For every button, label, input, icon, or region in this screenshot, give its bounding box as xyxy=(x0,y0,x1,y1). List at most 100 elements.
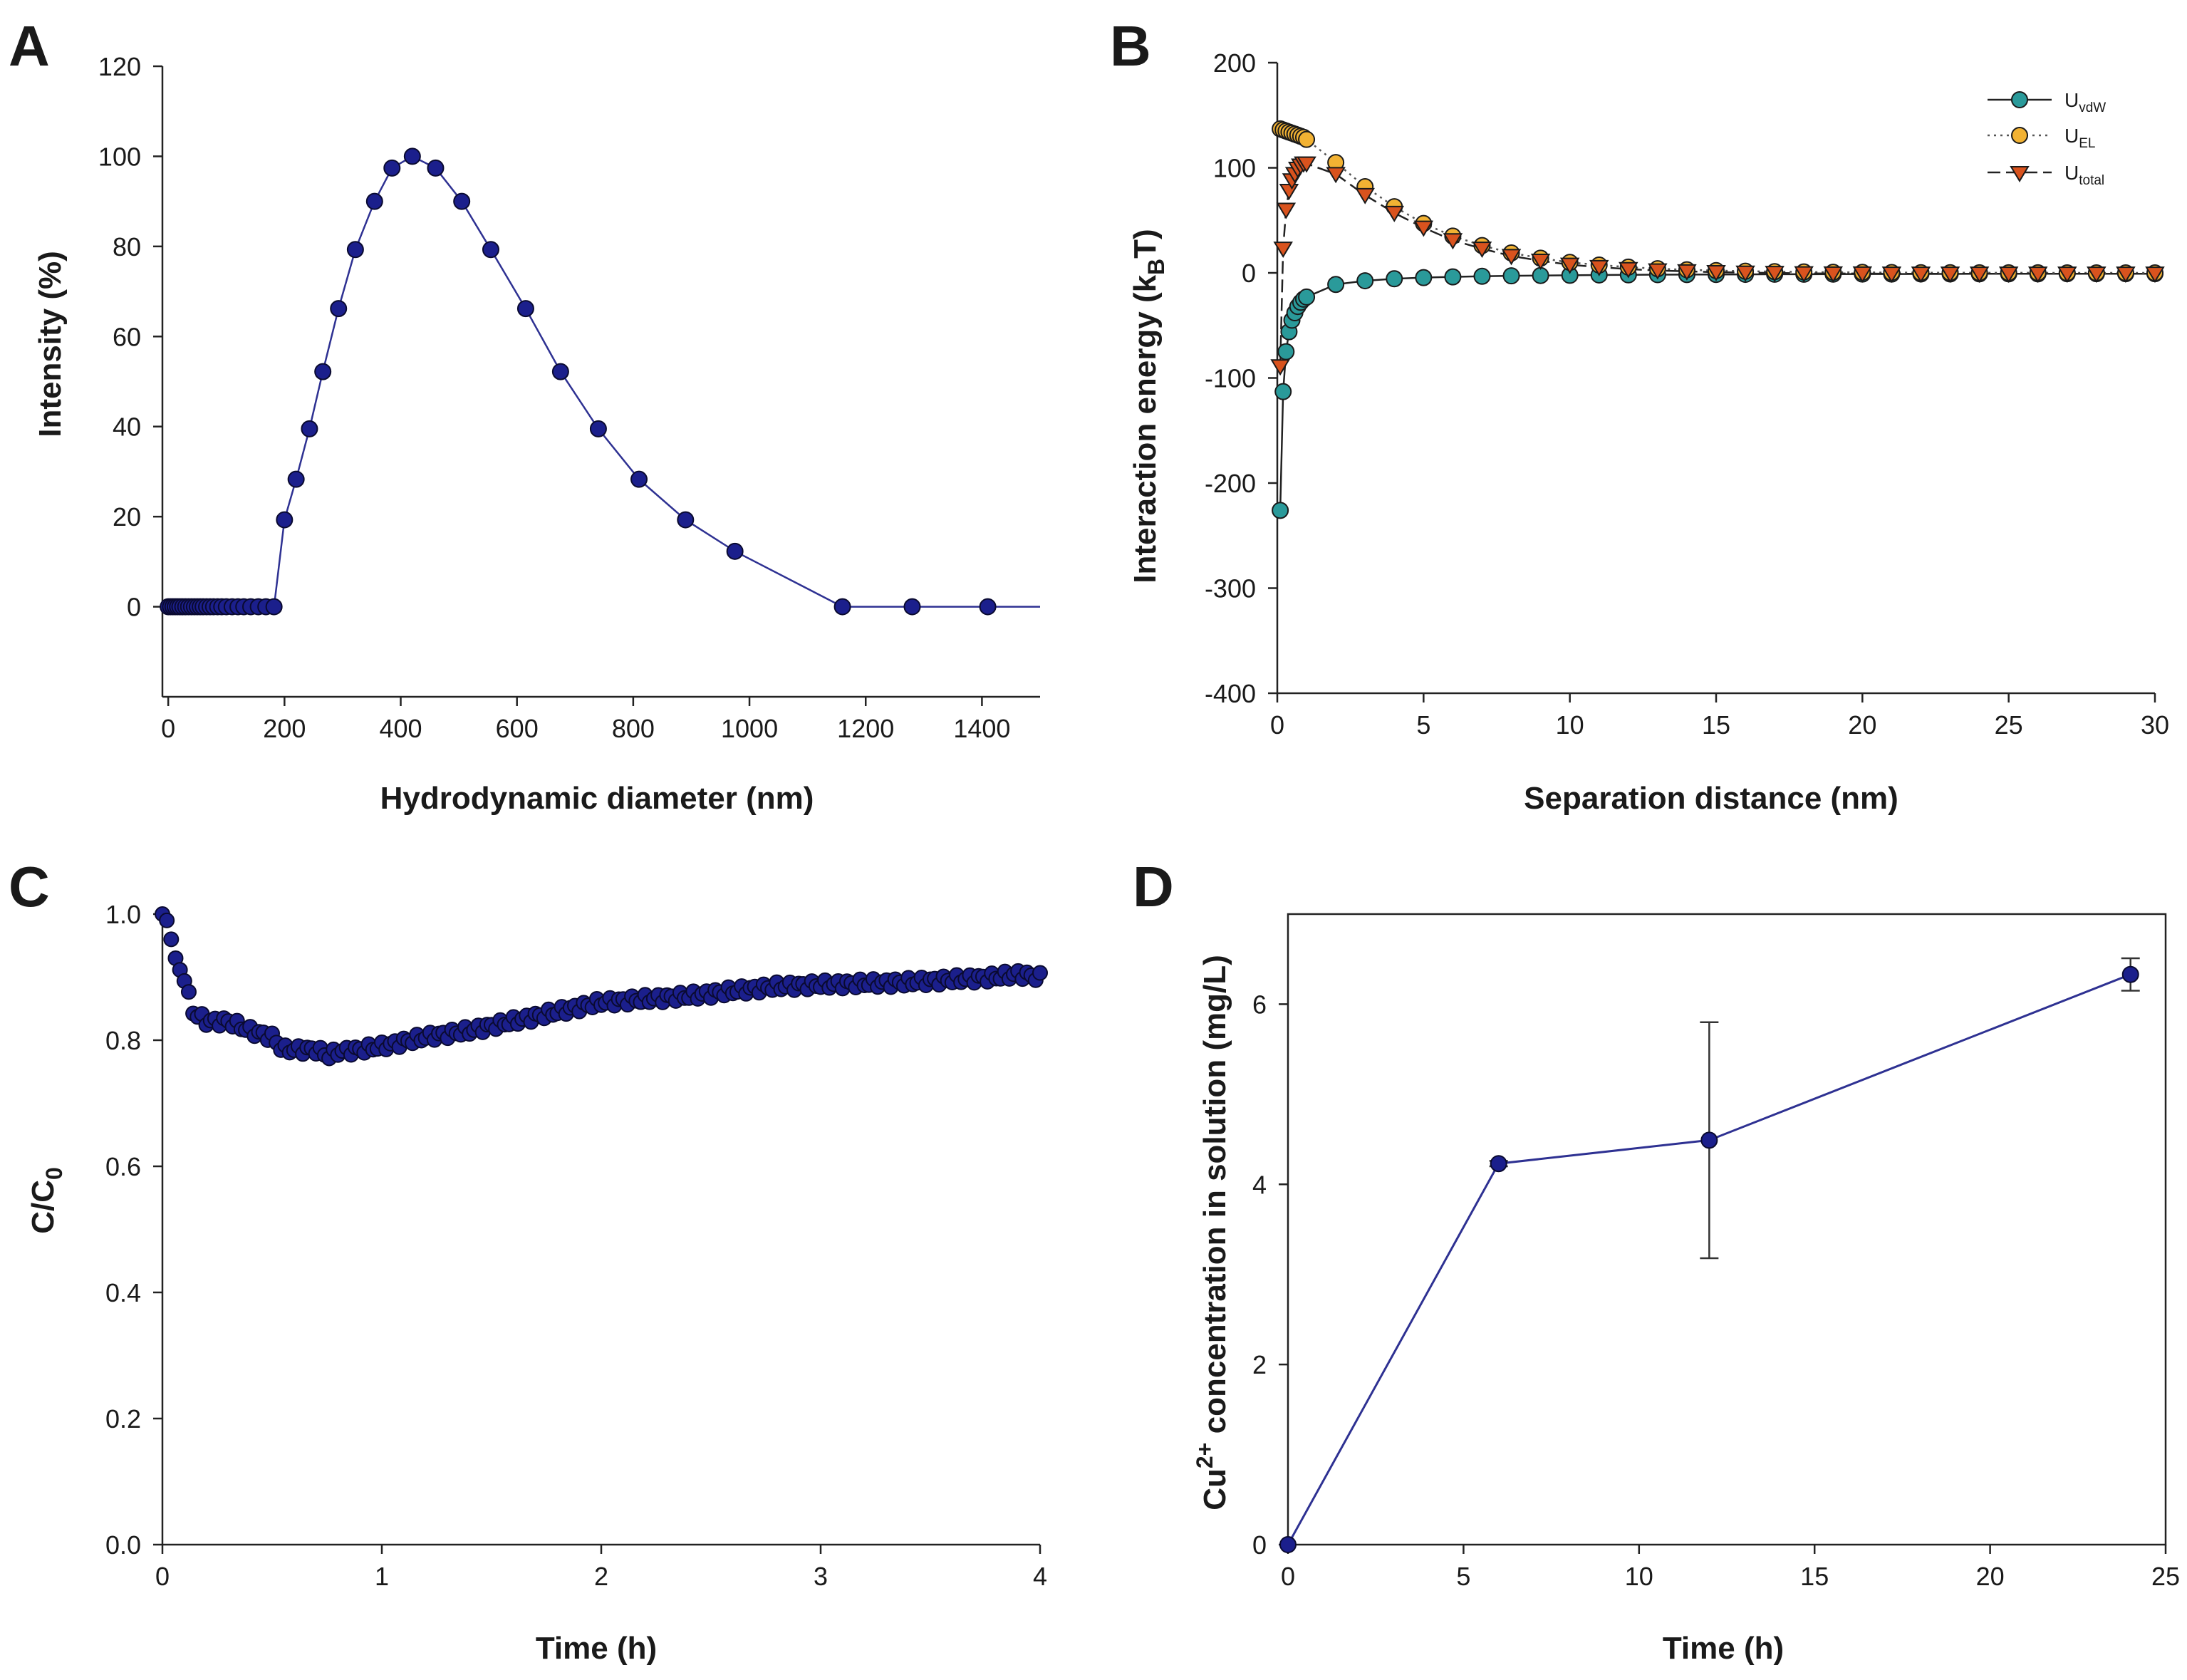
panel-b-uvdw-point xyxy=(1473,267,1491,285)
panel-b-y-tick-label: -400 xyxy=(1205,679,1256,708)
panel-b-y-tick-label: -200 xyxy=(1205,469,1256,498)
panel-b-x-tick-label: 5 xyxy=(1416,710,1430,740)
panel-a-data-point xyxy=(276,511,293,529)
panel-a-data-point xyxy=(903,598,921,616)
panel-b-uvdw-point xyxy=(1386,270,1403,288)
panel-a-x-axis-label: Hydrodynamic diameter (nm) xyxy=(380,781,814,816)
panel-d-data-point xyxy=(1279,1536,1297,1553)
panel-a-data-point xyxy=(551,363,569,380)
panel-a-data-point xyxy=(287,470,305,488)
panel-b-utotal-point xyxy=(1355,187,1375,204)
panel-b-utotal-point xyxy=(2145,266,2165,284)
panel-b-utotal-point xyxy=(1794,266,1814,283)
panel-b-uvdw-point xyxy=(1502,267,1520,285)
panel-a-data-point xyxy=(314,363,332,380)
panel-a-data-point xyxy=(301,420,318,437)
panel-d-y-label-main: Cu xyxy=(1198,1468,1232,1510)
panel-c-y-axis-label: C/C0 xyxy=(26,1167,67,1234)
panel-a-x-tick-label: 0 xyxy=(161,714,175,743)
panel-a-y-tick-label: 20 xyxy=(113,502,141,532)
panel-b-utotal-point xyxy=(1559,257,1580,274)
panel-a-y-tick-label: 120 xyxy=(98,52,141,81)
panel-c-letter: C xyxy=(9,855,50,918)
panel-c-x-axis-label: Time (h) xyxy=(536,1631,657,1666)
panel-a-x-tick-label: 200 xyxy=(263,714,306,743)
panel-d-x-tick-label: 15 xyxy=(1800,1562,1829,1591)
panel-a-axes: 0 200 400 600 800 1000 1200 1400 0 20 40 60 80 100 120 xyxy=(98,52,1040,743)
panel-c-y-label-subscript: 0 xyxy=(41,1167,67,1180)
panel-b-axes: 0 5 10 15 20 25 30 -400 -300 -200 -100 0 100 200 xyxy=(1205,48,2169,740)
panel-b-utotal-point xyxy=(1648,263,1668,280)
panel-a-data-point xyxy=(677,511,695,529)
panel-b-legend: UvdW UEL Utotal xyxy=(1988,89,2106,188)
panel-c-y-tick-label: 0.2 xyxy=(105,1404,141,1433)
panel-c-data-point xyxy=(1032,965,1048,981)
panel-b-utotal-point xyxy=(1940,266,1960,284)
panel-b-y-axis-label: Interaction energy (kBT) xyxy=(1128,229,1169,583)
panel-b-utotal-point xyxy=(2027,266,2048,284)
panel-d-x-tick-label: 25 xyxy=(2151,1562,2180,1591)
panel-a-data-point xyxy=(427,159,445,177)
panel-d-series-line xyxy=(1287,973,2131,1545)
panel-c-data-point xyxy=(163,931,180,948)
panel-a-x-tick-label: 1000 xyxy=(721,714,778,743)
panel-b-uel-line xyxy=(1279,128,2155,274)
legend-uvdw-main: U xyxy=(2064,89,2079,111)
panel-c-y-tick-label: 1.0 xyxy=(105,900,141,929)
panel-a-x-tick-label: 1200 xyxy=(837,714,894,743)
panel-c-data-point xyxy=(159,912,175,928)
legend-utotal-marker xyxy=(2010,166,2030,182)
panel-d-x-tick-label: 0 xyxy=(1281,1562,1295,1591)
panel-b-utotal-point xyxy=(1852,266,1873,283)
panel-a-x-tick-label: 1400 xyxy=(953,714,1010,743)
panel-b-y-tick-label: 100 xyxy=(1213,154,1256,183)
panel-b-utotal-point xyxy=(1276,202,1297,219)
legend-uel-sub: EL xyxy=(2079,136,2095,151)
panel-b-uel-point xyxy=(1298,130,1316,148)
panel-b-x-tick-label: 0 xyxy=(1270,710,1284,740)
panel-d-data-point xyxy=(1490,1155,1507,1173)
panel-c-axes: 0 1 2 3 4 0.0 0.2 0.4 0.6 0.8 1.0 xyxy=(105,900,1047,1591)
panel-b-y-tick-label: -100 xyxy=(1205,364,1256,393)
panel-b-x-tick-label: 10 xyxy=(1556,710,1584,740)
panel-a-data-point xyxy=(630,470,648,488)
panel-b-utotal-point xyxy=(1273,242,1293,259)
panel-b-letter: B xyxy=(1110,14,1151,78)
panel-b-utotal-point xyxy=(1677,264,1697,281)
panel-a-data-point xyxy=(516,300,534,318)
panel-c-data-point xyxy=(180,984,197,1000)
panel-b-utotal-point xyxy=(1413,220,1434,237)
panel-c-x-tick-label: 4 xyxy=(1033,1562,1047,1591)
panel-b-utotal-point xyxy=(1326,167,1346,184)
legend-entry-utotal: Utotal xyxy=(1988,162,2104,188)
panel-b-utotal-point xyxy=(1881,266,1902,284)
panel-a-y-tick-label: 80 xyxy=(113,232,141,261)
panel-a-y-tick-label: 100 xyxy=(98,142,141,171)
panel-a-data-point xyxy=(589,420,607,437)
panel-a: A 0 200 400 600 800 1000 1200 1400 0 20 40 60 80 100 1… xyxy=(9,14,1040,816)
panel-a-data-point xyxy=(265,598,283,616)
panel-b-y-label-part-1: Interaction energy (k xyxy=(1128,274,1163,583)
panel-b-uvdw-point xyxy=(1415,269,1433,286)
panel-b-x-tick-label: 25 xyxy=(1995,710,2023,740)
panel-a-data-point xyxy=(346,241,364,259)
panel-d-y-tick-label: 0 xyxy=(1252,1530,1267,1560)
panel-b-utotal-point xyxy=(1443,233,1463,250)
panel-b-y-tick-label: 0 xyxy=(1242,259,1256,288)
panel-b-series xyxy=(1270,120,2165,519)
panel-b-utotal-point xyxy=(1735,265,1755,282)
panel-d-y-axis-label: Cu2+ concentration in solution (mg/L) xyxy=(1192,955,1232,1510)
panel-a-y-tick-label: 40 xyxy=(113,413,141,442)
panel-b-utotal-point xyxy=(1619,261,1638,279)
panel-d-x-tick-label: 5 xyxy=(1456,1562,1470,1591)
panel-b-y-label-subscript: B xyxy=(1143,259,1169,275)
panel-b-utotal-point xyxy=(1297,156,1316,173)
legend-uvdw-sub: vdW xyxy=(2079,100,2106,115)
panel-a-series-line xyxy=(168,155,1040,608)
panel-b-x-tick-label: 20 xyxy=(1848,710,1876,740)
panel-d-y-label-superscript: 2+ xyxy=(1192,1443,1217,1468)
panel-c-x-tick-label: 3 xyxy=(814,1562,828,1591)
panel-c-x-tick-label: 0 xyxy=(155,1562,170,1591)
panel-c-y-label-main: C/C xyxy=(26,1180,61,1234)
panel-a-data-point xyxy=(482,241,499,259)
